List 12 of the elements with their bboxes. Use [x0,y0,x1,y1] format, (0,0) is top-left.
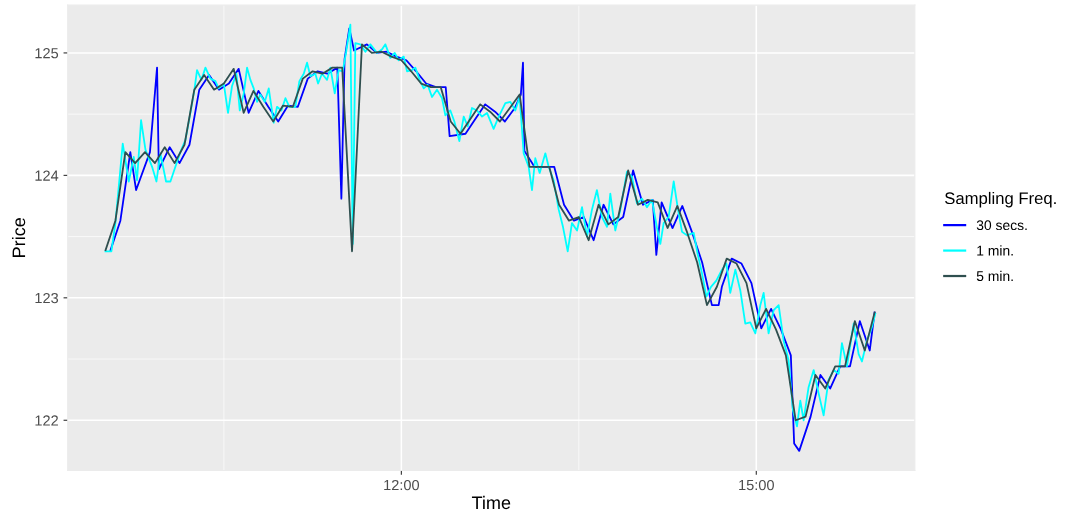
legend-label: 1 min. [977,245,1013,256]
y-tick-label: 125 [35,48,59,59]
x-tick-label: 12:00 [384,479,420,491]
legend-label: 5 min. [976,270,1013,282]
y-axis-title: Price [11,218,26,257]
y-tick-label: 123 [35,292,59,304]
x-tick-label: 15:00 [739,479,774,491]
y-tick-label: 122 [35,415,58,426]
y-tick-label: 124 [35,170,59,181]
legend-label: 30 secs. [976,220,1027,231]
legend-title: Sampling Freq. [945,191,1056,208]
x-axis-title: Time [471,495,511,510]
